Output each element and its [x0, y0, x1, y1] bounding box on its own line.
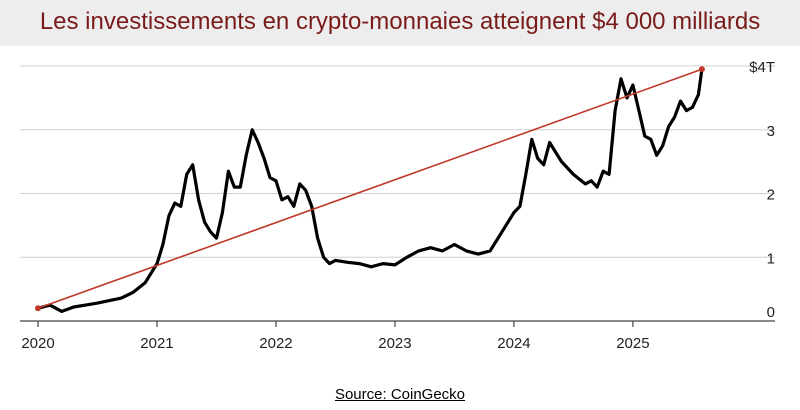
chart: 2020 2021 2022 2023 2024 2025 0 1 2 3 $4T — [20, 59, 775, 352]
y-tick-label: 0 — [767, 304, 775, 321]
trend-start-dot — [35, 305, 41, 312]
x-tick-label: 2021 — [140, 335, 173, 352]
trend-end-dot — [698, 66, 705, 73]
y-tick-label: 2 — [767, 187, 775, 204]
y-tick-labels: 0 1 2 3 $4T — [749, 59, 775, 321]
source-note: Source: CoinGecko — [334, 386, 466, 403]
y-tick-label: $4T — [749, 59, 775, 76]
grid-lines — [20, 65, 775, 258]
y-tick-label: 3 — [767, 123, 775, 140]
title-band — [0, 0, 800, 46]
series-lines — [35, 66, 705, 313]
trend-line — [37, 68, 703, 310]
x-tick-label: 2023 — [378, 335, 411, 352]
x-axis — [20, 320, 775, 327]
chart-title: Les investissements en crypto-monnaies a… — [39, 8, 761, 35]
x-tick-labels: 2020 2021 2022 2023 2024 2025 — [21, 335, 649, 352]
x-tick-label: 2022 — [259, 335, 292, 352]
x-tick-label: 2025 — [616, 335, 649, 352]
market-cap-line — [36, 67, 704, 313]
y-tick-label: 1 — [767, 250, 775, 267]
x-tick-label: 2020 — [21, 335, 54, 352]
x-tick-label: 2024 — [497, 335, 530, 352]
